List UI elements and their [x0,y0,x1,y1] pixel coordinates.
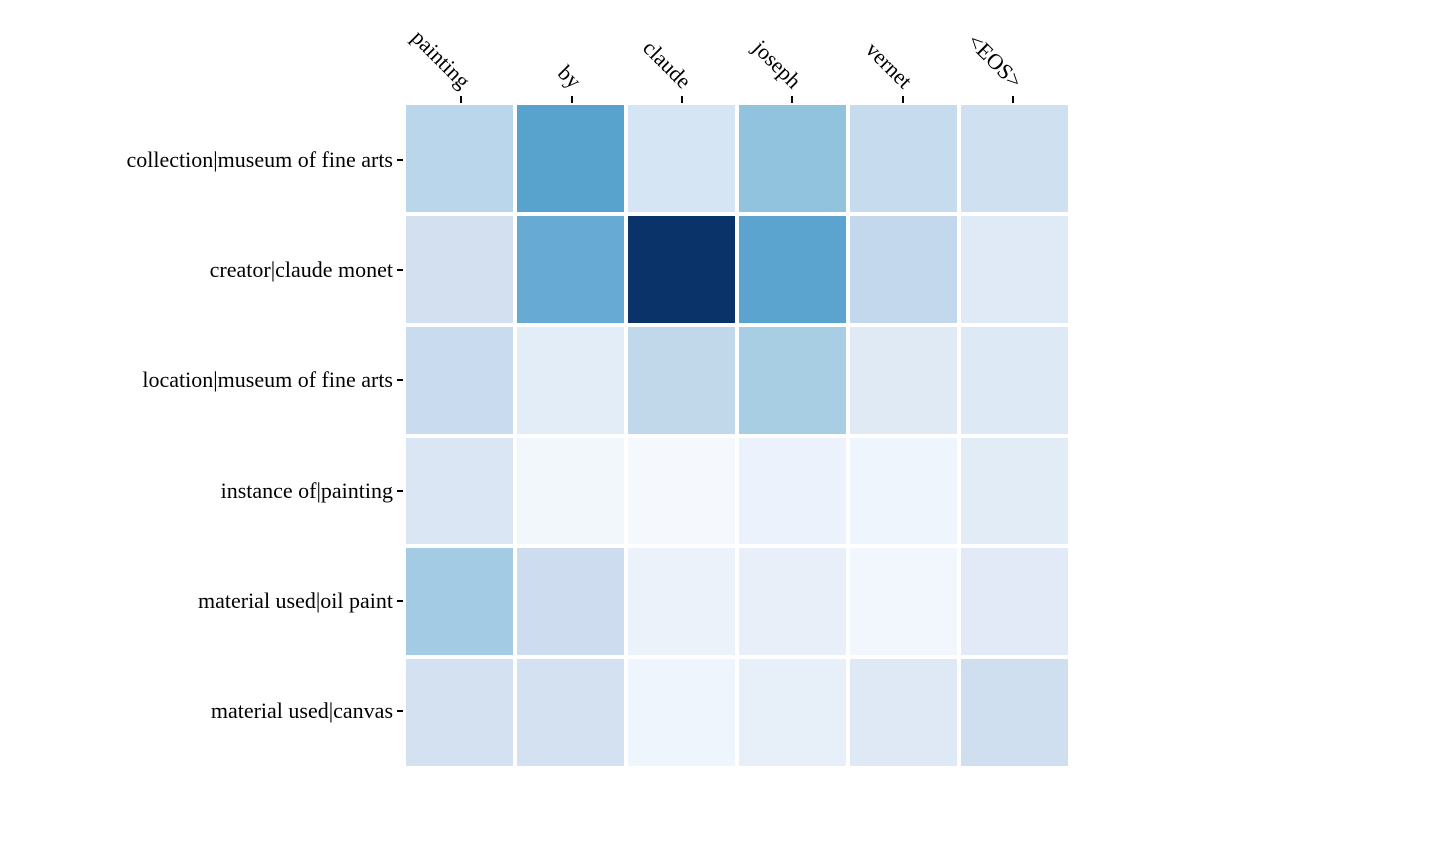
x-axis-label: vernet [860,36,917,94]
heatmap-cell [850,326,957,434]
heatmap-cell [961,215,1068,323]
y-tick [397,709,403,712]
heatmap-cell [850,215,957,323]
heatmap-cell [961,659,1068,766]
heatmap-cell [517,659,624,766]
x-tick [460,96,463,103]
heatmap-cell [850,105,957,212]
heatmap-cell [628,437,735,545]
heatmap-cell [628,105,735,212]
y-tick [397,489,403,492]
heatmap-cell [406,215,513,323]
heatmap-cell [406,326,513,434]
heatmap-cell [850,437,957,545]
heatmap-cell [739,437,846,545]
heatmap-cell [628,548,735,656]
heatmap-cell [739,215,846,323]
x-tick [791,96,794,103]
x-tick [570,96,573,103]
heatmap-cell [628,659,735,766]
heatmap-cell [850,659,957,766]
heatmap-cell [517,326,624,434]
heatmap-cell [406,437,513,545]
x-axis-label: <EOS> [962,28,1028,94]
x-axis-label: joseph [748,34,807,94]
heatmap-grid [406,105,1068,766]
y-axis-label: material used|oil paint [197,587,393,613]
y-axis-label: creator|claude monet [209,257,393,283]
heatmap-cell [961,326,1068,434]
y-tick [397,379,403,382]
heatmap-cell [961,548,1068,656]
heatmap-cell [739,105,846,212]
x-tick [901,96,904,103]
heatmap-cell [628,326,735,434]
heatmap-cell [517,215,624,323]
heatmap-cell [739,659,846,766]
heatmap-cell [517,548,624,656]
y-tick [397,269,403,272]
heatmap-cell [406,105,513,212]
heatmap-cell [739,326,846,434]
x-axis-label: by [552,60,586,94]
x-tick [1011,96,1014,103]
heatmap-cell [628,215,735,323]
y-axis-label: instance of|painting [220,477,393,503]
heatmap-cell [850,548,957,656]
heatmap-cell [406,659,513,766]
heatmap-cell [739,548,846,656]
heatmap-cell [961,437,1068,545]
y-axis-label: location|museum of fine arts [142,367,393,393]
heatmap-cell [961,105,1068,212]
x-axis-label: painting [406,24,476,94]
y-tick [397,599,403,602]
heatmap-cell [406,548,513,656]
y-axis-label: material used|canvas [210,697,393,723]
heatmap-cell [517,437,624,545]
x-axis-label: claude [637,35,697,94]
y-axis-label: collection|museum of fine arts [126,147,394,173]
x-tick [680,96,683,103]
heatmap-cell [517,105,624,212]
y-tick [397,159,403,162]
